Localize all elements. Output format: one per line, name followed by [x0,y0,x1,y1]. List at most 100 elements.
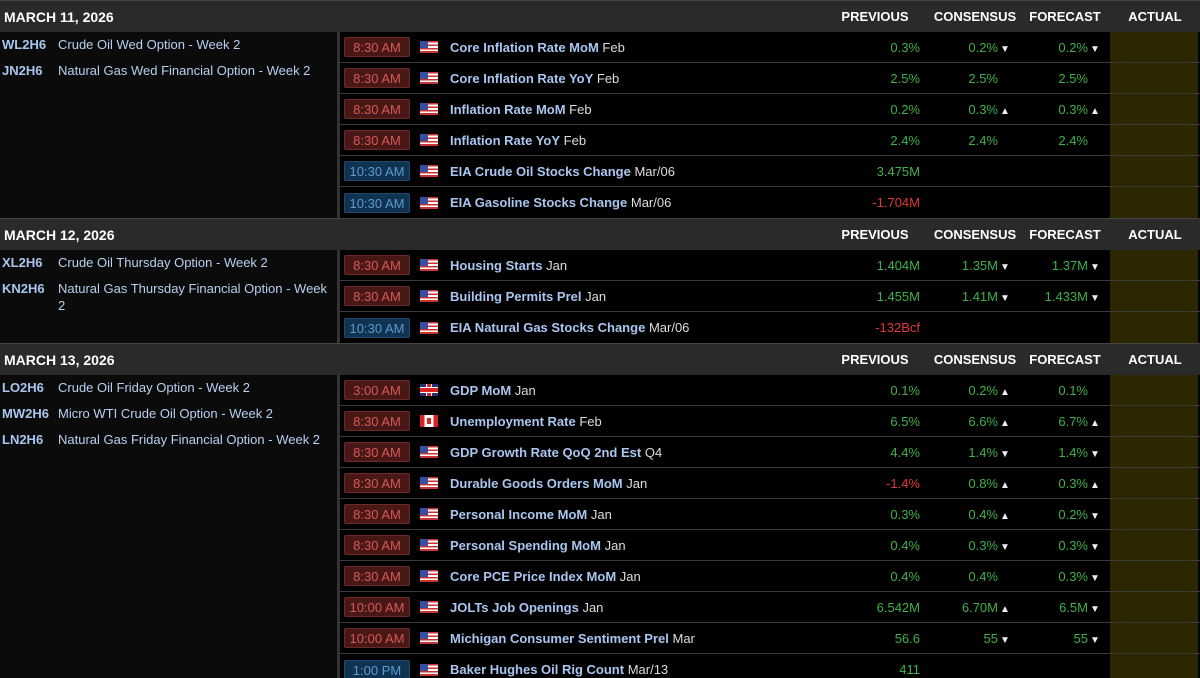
column-header-consensus[interactable]: CONSENSUS [933,352,1017,367]
event-row[interactable]: 8:30 AM Unemployment Rate Feb 6.5% 6.6% ▲ 6.7… [340,406,1200,437]
column-header-consensus[interactable]: CONSENSUS [933,9,1017,24]
consensus-text: 0.2% [968,382,998,398]
event-row[interactable]: 10:30 AM EIA Crude Oil Stocks Change Mar/… [340,156,1200,187]
symbol-description: Crude Oil Thursday Option - Week 2 [58,255,268,270]
event-name-link[interactable]: Personal Income MoM [450,506,588,522]
event-name-link[interactable]: EIA Natural Gas Stocks Change [450,320,646,335]
forecast-value: 0.3% ▲ [1020,476,1110,491]
event-name-link[interactable]: Durable Goods Orders MoM [450,475,623,491]
event-time-badge: 8:30 AM [344,566,410,586]
symbol-code[interactable]: KN2H6 [2,281,45,296]
column-header-previous[interactable]: PREVIOUS [841,9,909,24]
event-row[interactable]: 10:30 AM EIA Gasoline Stocks Change Mar/0… [340,187,1200,218]
flag-cell [420,41,450,53]
event-row[interactable]: 8:30 AM Core Inflation Rate YoY Feb 2.5% 2.… [340,63,1200,94]
event-row[interactable]: 10:00 AM Michigan Consumer Sentiment Prel… [340,623,1200,654]
arrow-down-icon: ▼ [1000,261,1010,273]
event-name-link[interactable]: Core Inflation Rate YoY [450,70,594,86]
symbol-row[interactable]: JN2H6 Natural Gas Wed Financial Option - … [0,62,337,79]
time-cell: 8:30 AM [340,504,420,524]
event-row[interactable]: 1:00 PM Baker Hughes Oil Rig Count Mar/13… [340,654,1200,678]
event-name-link[interactable]: Baker Hughes Oil Rig Count [450,662,625,677]
column-header-forecast[interactable]: FORECAST [1029,9,1101,24]
event-period: Feb [579,413,602,429]
event-row[interactable]: 8:30 AM GDP Growth Rate QoQ 2nd Est Q4 4.4… [340,437,1200,468]
symbol-row[interactable]: XL2H6 Crude Oil Thursday Option - Week 2 [0,254,337,271]
column-header-actual[interactable]: ACTUAL [1128,9,1182,24]
arrow-down-icon: ▼ [1090,510,1100,522]
consensus-text: 1.35M [961,257,998,273]
symbol-code[interactable]: XL2H6 [2,255,43,270]
column-header-previous[interactable]: PREVIOUS [841,352,909,367]
symbol-code[interactable]: LN2H6 [2,432,44,447]
event-time-badge: 8:30 AM [344,99,410,119]
symbol-row[interactable]: LN2H6 Natural Gas Friday Financial Option… [0,431,337,448]
event-row[interactable]: 3:00 AM GDP MoM Jan 0.1% 0.2% ▲ 0.1% [340,375,1200,406]
event-name-link[interactable]: Unemployment Rate [450,413,576,429]
consensus-value: 1.41M ▼ [930,289,1020,304]
actual-value [1110,32,1198,62]
previous-value: 3.475M [876,163,920,179]
event-name-link[interactable]: Housing Starts [450,257,543,273]
event-name-link[interactable]: GDP Growth Rate QoQ 2nd Est [450,444,642,460]
event-name-cell: GDP MoM Jan [450,383,820,398]
event-row[interactable]: 10:00 AM JOLTs Job Openings Jan 6.542M 6.70… [340,592,1200,623]
column-header-consensus[interactable]: CONSENSUS [933,227,1017,242]
arrow-down-icon: ▼ [1000,43,1010,55]
forecast-value: 2.4% [1020,133,1110,148]
event-name-link[interactable]: JOLTs Job Openings [450,599,579,615]
event-row[interactable]: 8:30 AM Personal Spending MoM Jan 0.4% 0.3%… [340,530,1200,561]
event-name-link[interactable]: GDP MoM [450,382,512,398]
column-header-actual[interactable]: ACTUAL [1128,352,1182,367]
event-row[interactable]: 10:30 AM EIA Natural Gas Stocks Change Ma… [340,312,1200,343]
symbol-code[interactable]: LO2H6 [2,380,44,395]
column-header-forecast[interactable]: FORECAST [1029,227,1101,242]
forecast-text: 6.7% [1058,413,1088,429]
consensus-text: 2.4% [968,132,998,148]
symbol-code[interactable]: JN2H6 [2,63,43,78]
event-row[interactable]: 8:30 AM Inflation Rate YoY Feb 2.4% 2.4% 2.4… [340,125,1200,156]
actual-value [1110,94,1198,124]
column-header-forecast[interactable]: FORECAST [1029,352,1101,367]
symbol-description: Crude Oil Wed Option - Week 2 [58,37,241,52]
event-row[interactable]: 8:30 AM Housing Starts Jan 1.404M 1.35M ▼ 1.3… [340,250,1200,281]
consensus-value: 0.4% ▲ [930,507,1020,522]
event-row[interactable]: 8:30 AM Inflation Rate MoM Feb 0.2% 0.3% ▲ 0.… [340,94,1200,125]
event-name-link[interactable]: Building Permits Prel [450,288,582,304]
event-row[interactable]: 8:30 AM Core Inflation Rate MoM Feb 0.3% 0.… [340,32,1200,63]
event-row[interactable]: 8:30 AM Core PCE Price Index MoM Jan 0.4% 0… [340,561,1200,592]
forecast-value: 6.7% ▲ [1020,414,1110,429]
symbol-row[interactable]: MW2H6 Micro WTI Crude Oil Option - Week 2 [0,405,337,422]
symbol-row[interactable]: KN2H6 Natural Gas Thursday Financial Opti… [0,280,337,314]
event-name-link[interactable]: Inflation Rate MoM [450,101,566,117]
symbol-code[interactable]: MW2H6 [2,406,49,421]
event-name-link[interactable]: Core PCE Price Index MoM [450,568,617,584]
event-name-link[interactable]: EIA Crude Oil Stocks Change [450,163,631,179]
forecast-value: 55 ▼ [1020,631,1110,646]
symbol-row[interactable]: WL2H6 Crude Oil Wed Option - Week 2 [0,36,337,53]
event-row[interactable]: 8:30 AM Building Permits Prel Jan 1.455M 1.… [340,281,1200,312]
forecast-text: 2.5% [1058,70,1088,86]
flag-cell [420,477,450,489]
actual-value [1110,623,1198,653]
event-row[interactable]: 8:30 AM Durable Goods Orders MoM Jan -1.4%… [340,468,1200,499]
actual-value [1110,281,1198,311]
arrow-down-icon: ▼ [1090,448,1100,460]
symbol-code[interactable]: WL2H6 [2,37,47,52]
column-header-previous[interactable]: PREVIOUS [841,227,909,242]
time-cell: 8:30 AM [340,255,420,275]
actual-value [1110,468,1198,498]
event-name-link[interactable]: EIA Gasoline Stocks Change [450,195,628,210]
event-period: Mar [672,630,695,646]
day-body: WL2H6 Crude Oil Wed Option - Week 2 JN2H6 N… [0,32,1200,218]
event-name-link[interactable]: Personal Spending MoM [450,537,601,553]
column-header-actual[interactable]: ACTUAL [1128,227,1182,242]
event-name-link[interactable]: Core Inflation Rate MoM [450,39,599,55]
event-name-link[interactable]: Inflation Rate YoY [450,132,561,148]
event-name-link[interactable]: Michigan Consumer Sentiment Prel [450,630,669,646]
symbol-row[interactable]: LO2H6 Crude Oil Friday Option - Week 2 [0,379,337,396]
forecast-text: 6.5M [1059,599,1088,615]
arrow-down-icon: ▼ [1090,541,1100,553]
event-row[interactable]: 8:30 AM Personal Income MoM Jan 0.3% 0.4% ▲ 0… [340,499,1200,530]
consensus-text: 0.2% [968,39,998,55]
